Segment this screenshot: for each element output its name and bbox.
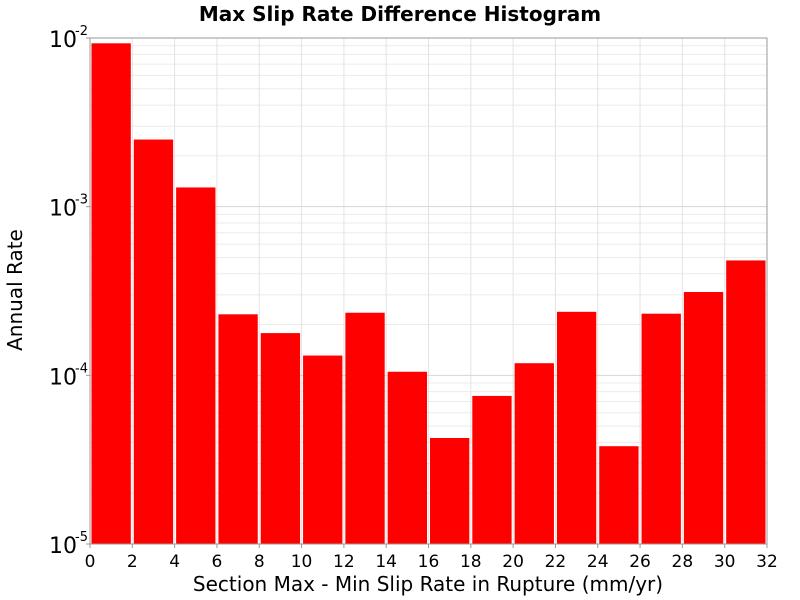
histogram-bar (683, 291, 724, 544)
x-tick-label: 4 (169, 552, 180, 572)
histogram-bar (218, 314, 258, 544)
x-tick-label: 30 (714, 552, 736, 572)
histogram-bar (387, 371, 427, 544)
histogram-bar (472, 395, 512, 544)
y-axis-label: Annual Rate (3, 229, 27, 351)
x-tick-label: 0 (85, 552, 96, 572)
bars (91, 43, 766, 544)
histogram-bar (133, 139, 174, 544)
histogram-bar (599, 446, 639, 544)
chart-title: Max Slip Rate Difference Histogram (199, 2, 601, 26)
x-tick-label: 8 (254, 552, 265, 572)
x-ticks: 0 2 4 6 8 10 12 14 16 18 20 22 24 26 28 30 32 (85, 544, 778, 572)
y-tick-label: 10 (49, 28, 77, 53)
x-tick-label: 6 (212, 552, 223, 572)
x-tick-label: 18 (460, 552, 482, 572)
x-tick-label: 20 (502, 552, 524, 572)
x-tick-label: 16 (418, 552, 440, 572)
x-tick-label: 10 (291, 552, 313, 572)
histogram-bar (726, 260, 766, 544)
x-tick-label: 14 (375, 552, 397, 572)
x-tick-label: 12 (333, 552, 355, 572)
histogram-bar (556, 311, 597, 544)
x-tick-label: 22 (545, 552, 567, 572)
y-tick-exponent: -3 (75, 193, 88, 208)
x-tick-label: 24 (587, 552, 609, 572)
y-tick-label: 10 (49, 197, 77, 222)
histogram-bar (641, 313, 681, 544)
histogram-bar (345, 312, 385, 544)
histogram-bar (303, 355, 343, 544)
y-tick-exponent: -2 (75, 24, 88, 39)
y-tick-label: 10 (49, 534, 77, 559)
x-tick-label: 26 (629, 552, 651, 572)
y-tick-exponent: -4 (75, 361, 88, 376)
y-tick-exponent: -5 (75, 530, 88, 545)
histogram-bar (260, 333, 301, 544)
x-axis-label: Section Max - Min Slip Rate in Rupture (… (193, 572, 663, 596)
x-tick-label: 2 (127, 552, 138, 572)
x-tick-label: 32 (756, 552, 778, 572)
histogram-bar (514, 363, 554, 544)
histogram-bar (430, 438, 470, 544)
y-ticks: 10-510-410-310-2 (49, 24, 90, 559)
y-tick-label: 10 (49, 365, 77, 390)
histogram-bar (176, 187, 216, 544)
x-tick-label: 28 (672, 552, 694, 572)
histogram-bar (91, 43, 131, 544)
